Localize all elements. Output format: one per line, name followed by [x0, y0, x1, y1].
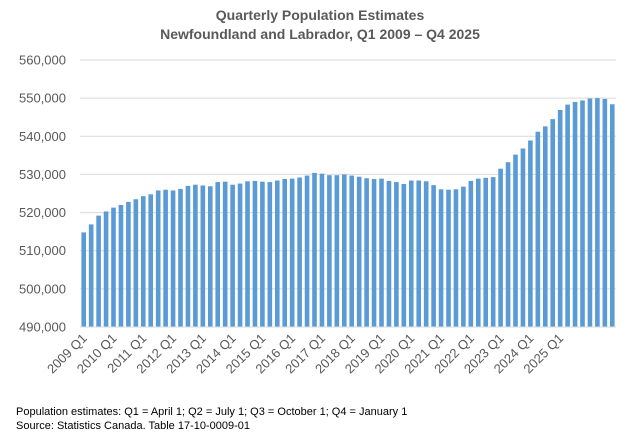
bar [81, 232, 87, 327]
y-tick-label: 520,000 [19, 205, 66, 220]
bar [140, 196, 146, 327]
bar [178, 188, 183, 327]
bar [282, 179, 288, 327]
bar [565, 104, 570, 327]
footnote-source: Source: Statistics Canada. Table 17-10-0… [16, 420, 250, 432]
bar [371, 179, 377, 327]
bar [230, 184, 235, 327]
bar [542, 126, 548, 328]
bar [193, 184, 198, 327]
bar [237, 183, 243, 327]
bar [364, 178, 369, 327]
bar [274, 180, 280, 327]
y-tick-label: 510,000 [19, 243, 66, 258]
bar [431, 185, 436, 327]
footnotes: Population estimates: Q1 = April 1; Q2 =… [16, 405, 407, 433]
bar [520, 148, 526, 327]
bar [215, 182, 221, 327]
bar [170, 190, 176, 327]
bars [81, 98, 615, 328]
bar [468, 180, 474, 327]
bar [587, 98, 593, 328]
bar [126, 201, 131, 327]
bar [341, 174, 347, 327]
bar [535, 131, 541, 327]
bar [386, 180, 392, 327]
bar [88, 224, 94, 327]
bar [133, 199, 139, 327]
bar [550, 119, 556, 328]
bar [446, 189, 451, 327]
y-tick-label: 550,000 [19, 91, 66, 106]
y-tick-label: 530,000 [19, 167, 66, 182]
y-axis-ticks: 490,000 500,000 510,000 520,000 530,000 540,0… [19, 53, 66, 335]
bar [438, 189, 444, 327]
bar [423, 181, 429, 327]
bar [580, 100, 585, 328]
bar [103, 211, 109, 327]
bar [349, 175, 355, 327]
bar [609, 104, 615, 327]
bar [334, 175, 340, 327]
bar [379, 178, 384, 327]
bar [267, 182, 273, 327]
gridlines [80, 59, 616, 290]
bar [252, 180, 258, 327]
chart-subtitle: Newfoundland and Labrador, Q1 2009 – Q4 … [160, 26, 480, 42]
bar [245, 181, 250, 327]
bar [260, 181, 265, 327]
y-tick-label: 490,000 [19, 320, 66, 335]
bar [408, 180, 414, 327]
bar [207, 186, 213, 327]
bar [297, 177, 302, 327]
bar [572, 101, 578, 328]
bar [289, 178, 295, 327]
bar [483, 177, 489, 327]
bar [602, 98, 608, 327]
bar [222, 181, 228, 327]
bar [319, 173, 325, 327]
y-tick-label: 560,000 [19, 53, 66, 68]
bar [312, 172, 317, 327]
bar [394, 182, 399, 327]
bar [557, 109, 563, 327]
y-tick-label: 500,000 [19, 281, 66, 296]
bar [304, 175, 310, 327]
bar [453, 189, 459, 327]
bar [148, 194, 154, 327]
bar [111, 207, 116, 327]
bar [498, 168, 503, 327]
chart-title-block: Quarterly Population Estimates Newfoundl… [0, 6, 640, 44]
y-tick-label: 540,000 [19, 129, 66, 144]
bar [401, 183, 407, 327]
bar [118, 204, 124, 327]
bar [505, 162, 511, 327]
bar [528, 140, 533, 327]
bar [96, 215, 101, 327]
bar [163, 189, 168, 327]
bar [416, 180, 422, 327]
bar [595, 98, 600, 327]
bar [327, 175, 332, 327]
bar [513, 154, 518, 327]
bar [490, 177, 496, 327]
footnote-definitions: Population estimates: Q1 = April 1; Q2 =… [16, 406, 408, 418]
bar [200, 185, 206, 327]
chart-title: Quarterly Population Estimates [215, 7, 425, 23]
bar [185, 185, 191, 327]
bar [155, 190, 161, 327]
bar [356, 176, 362, 327]
bar [461, 186, 466, 327]
bar [475, 178, 481, 327]
